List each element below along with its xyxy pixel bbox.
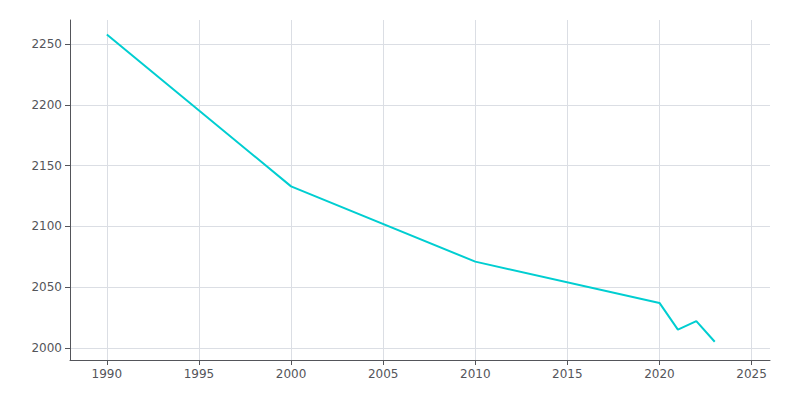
svg-text:2250: 2250 [31,37,62,51]
svg-text:2200: 2200 [31,98,62,112]
svg-text:2025: 2025 [736,367,767,381]
svg-text:2015: 2015 [552,367,583,381]
svg-text:2150: 2150 [31,159,62,173]
svg-text:2000: 2000 [276,367,307,381]
svg-text:1990: 1990 [92,367,123,381]
svg-text:2050: 2050 [31,280,62,294]
svg-text:2000: 2000 [31,341,62,355]
svg-text:1995: 1995 [184,367,215,381]
svg-text:2100: 2100 [31,219,62,233]
svg-text:2020: 2020 [644,367,675,381]
svg-text:2010: 2010 [460,367,491,381]
svg-text:2005: 2005 [368,367,399,381]
